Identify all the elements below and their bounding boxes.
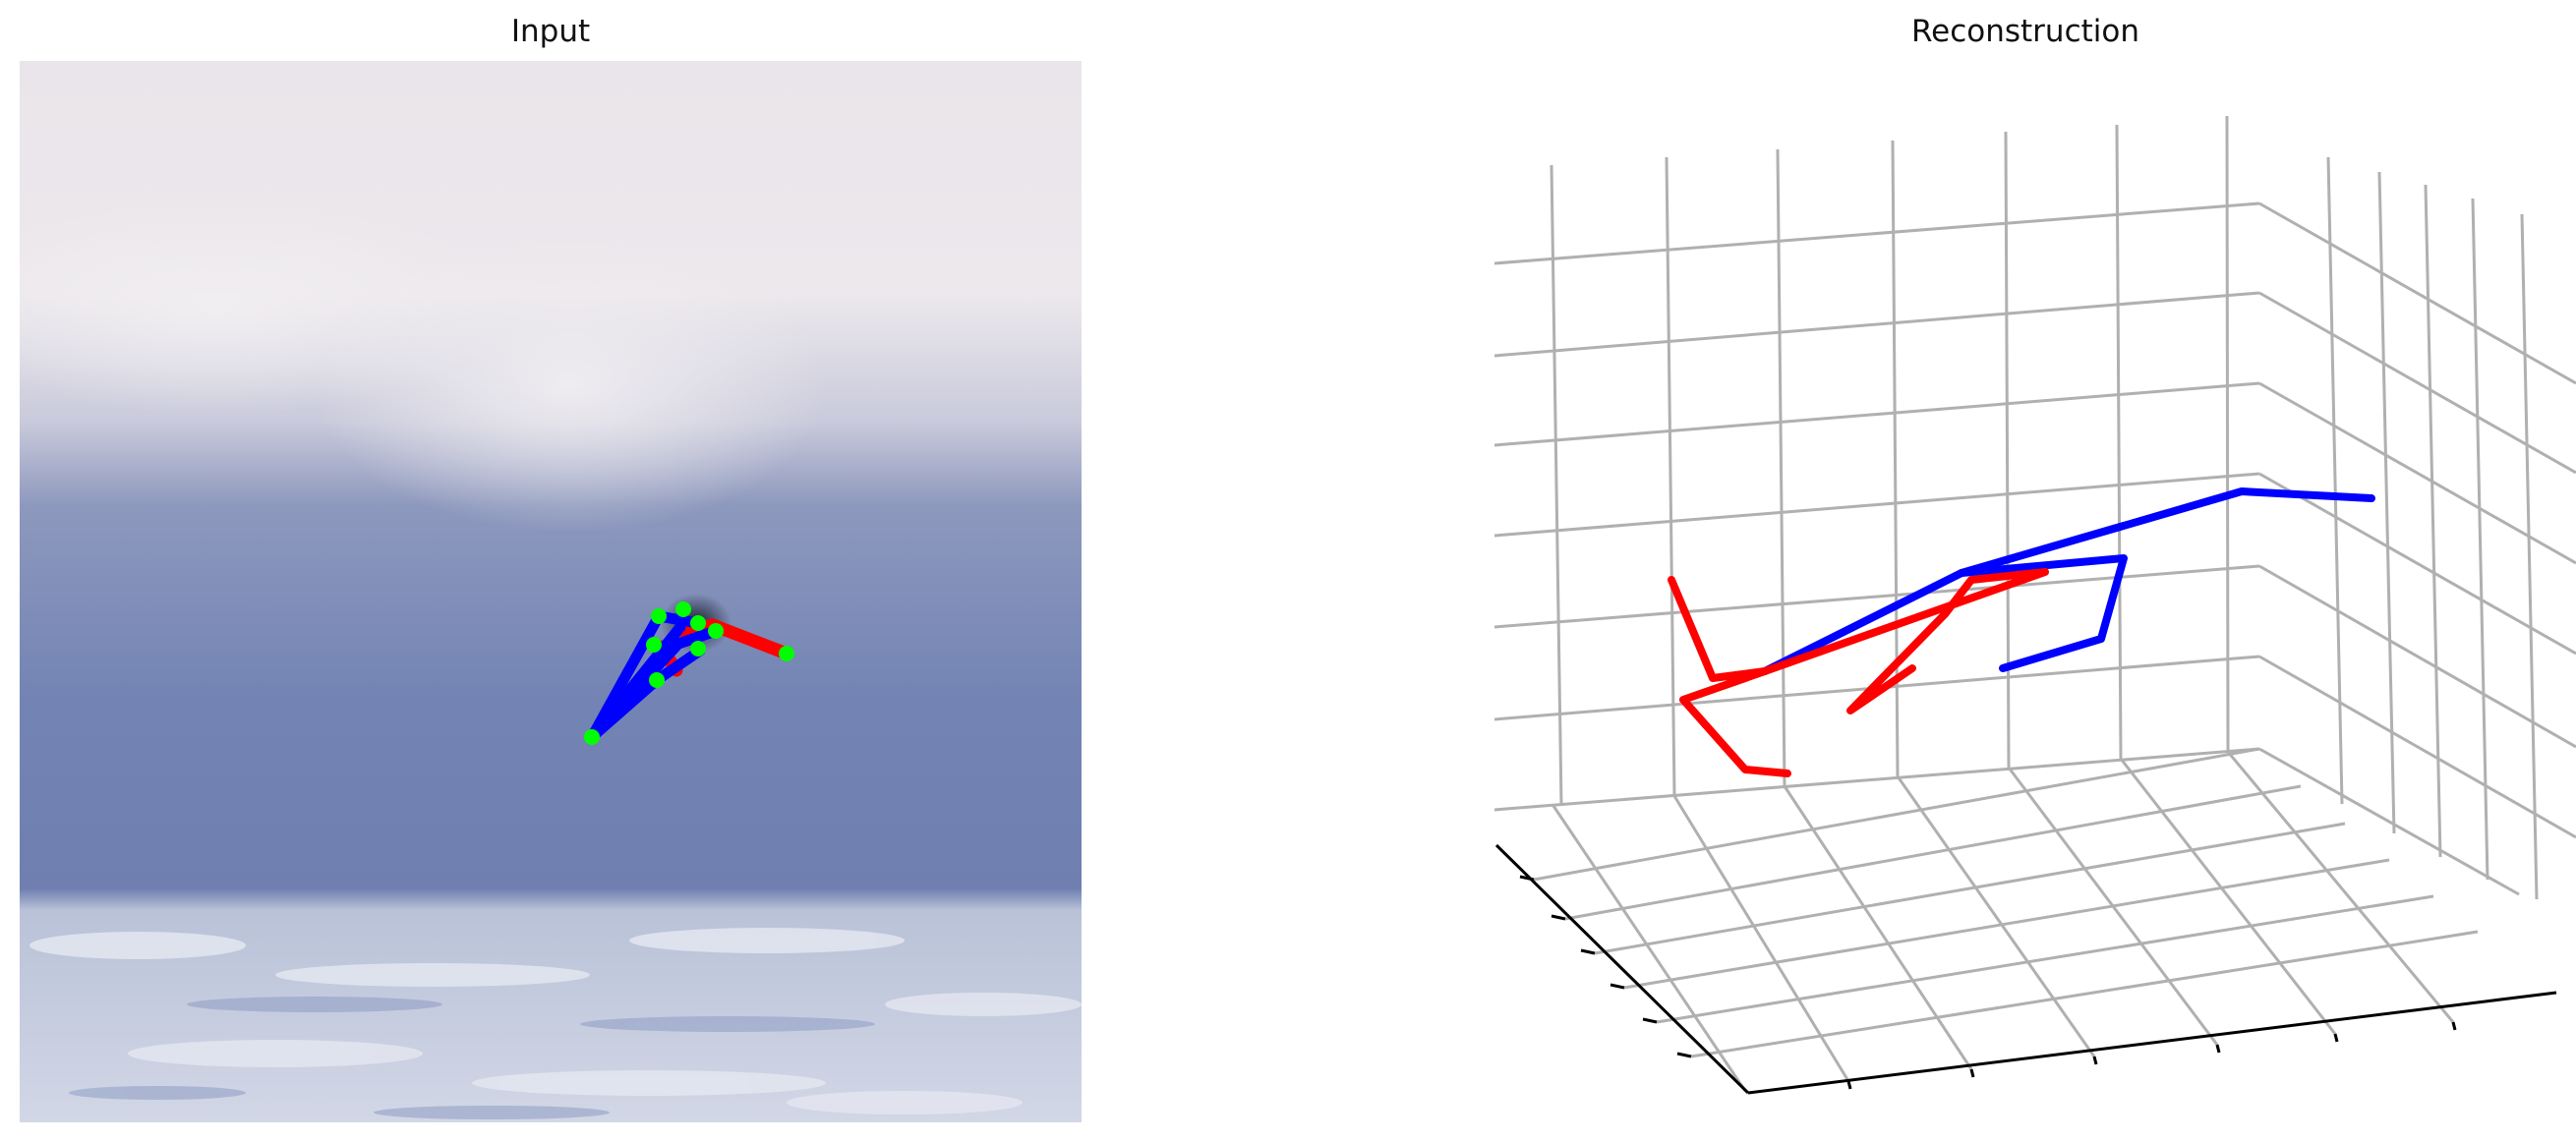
- right-chain-lower: [1958, 554, 2128, 672]
- input-panel-title: Input: [510, 14, 591, 49]
- input-image: [20, 61, 1082, 1122]
- skeleton-2d-overlay: [584, 601, 794, 745]
- skeleton-3d: [1668, 487, 2375, 777]
- reconstruction-panel-title: Reconstruction: [1910, 14, 2140, 49]
- left-chain-legs: [1668, 576, 1791, 777]
- left-chain-arm: [1761, 568, 2049, 714]
- grid-back-wall: [1493, 115, 2260, 812]
- right-chain-upper: [1761, 487, 2375, 675]
- axis-ticks: [1519, 875, 2457, 1090]
- sea-shadow: [69, 997, 875, 1119]
- input-photo: [20, 61, 1082, 1122]
- plot-axes: [1494, 843, 2557, 1095]
- depth-axis: [1494, 843, 1750, 1095]
- joint-markers-2d: [584, 601, 794, 745]
- cloud-mist: [20, 199, 511, 415]
- sea-foam: [29, 928, 1082, 1114]
- grid-side-wall: [2258, 156, 2576, 900]
- horizontal-axis: [1747, 991, 2557, 1095]
- grid-floor: [1533, 747, 2479, 1092]
